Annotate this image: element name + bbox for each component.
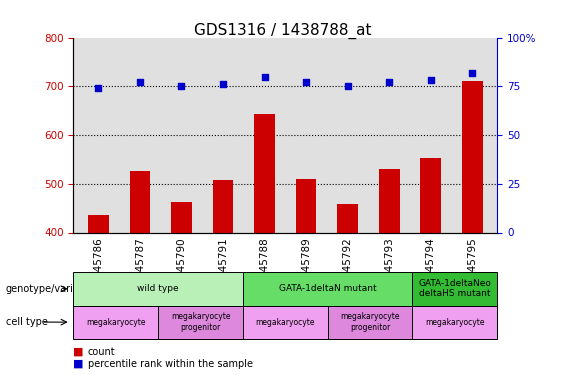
Bar <box>462 81 483 375</box>
Point <box>343 83 352 89</box>
Text: megakaryocyte
progenitor: megakaryocyte progenitor <box>171 312 231 332</box>
Text: cell type: cell type <box>6 317 47 327</box>
Text: ■: ■ <box>73 359 84 369</box>
Bar <box>379 169 399 375</box>
Text: count: count <box>88 347 115 357</box>
Text: wild type: wild type <box>137 284 179 293</box>
Text: megakaryocyte
progenitor: megakaryocyte progenitor <box>340 312 400 332</box>
Point <box>177 83 186 89</box>
Bar <box>337 204 358 375</box>
Point <box>385 80 394 86</box>
Text: GATA-1deltaN mutant: GATA-1deltaN mutant <box>279 284 376 293</box>
Point <box>302 80 311 86</box>
Text: ■: ■ <box>73 347 84 357</box>
Text: megakaryocyte: megakaryocyte <box>255 318 315 327</box>
Bar <box>129 171 150 375</box>
Bar <box>420 158 441 375</box>
Point <box>468 70 477 76</box>
Point <box>426 77 435 83</box>
Point <box>136 80 145 86</box>
Bar <box>171 202 192 375</box>
Bar <box>295 179 316 375</box>
Text: genotype/variation: genotype/variation <box>6 284 98 294</box>
Text: GDS1316 / 1438788_at: GDS1316 / 1438788_at <box>194 22 371 39</box>
Point <box>94 85 103 91</box>
Point <box>260 74 269 80</box>
Text: megakaryocyte: megakaryocyte <box>86 318 146 327</box>
Point <box>219 81 228 87</box>
Bar <box>254 114 275 375</box>
Text: GATA-1deltaNeo
deltaHS mutant: GATA-1deltaNeo deltaHS mutant <box>419 279 491 298</box>
Text: megakaryocyte: megakaryocyte <box>425 318 485 327</box>
Bar <box>212 180 233 375</box>
Bar <box>88 215 108 375</box>
Text: percentile rank within the sample: percentile rank within the sample <box>88 359 253 369</box>
